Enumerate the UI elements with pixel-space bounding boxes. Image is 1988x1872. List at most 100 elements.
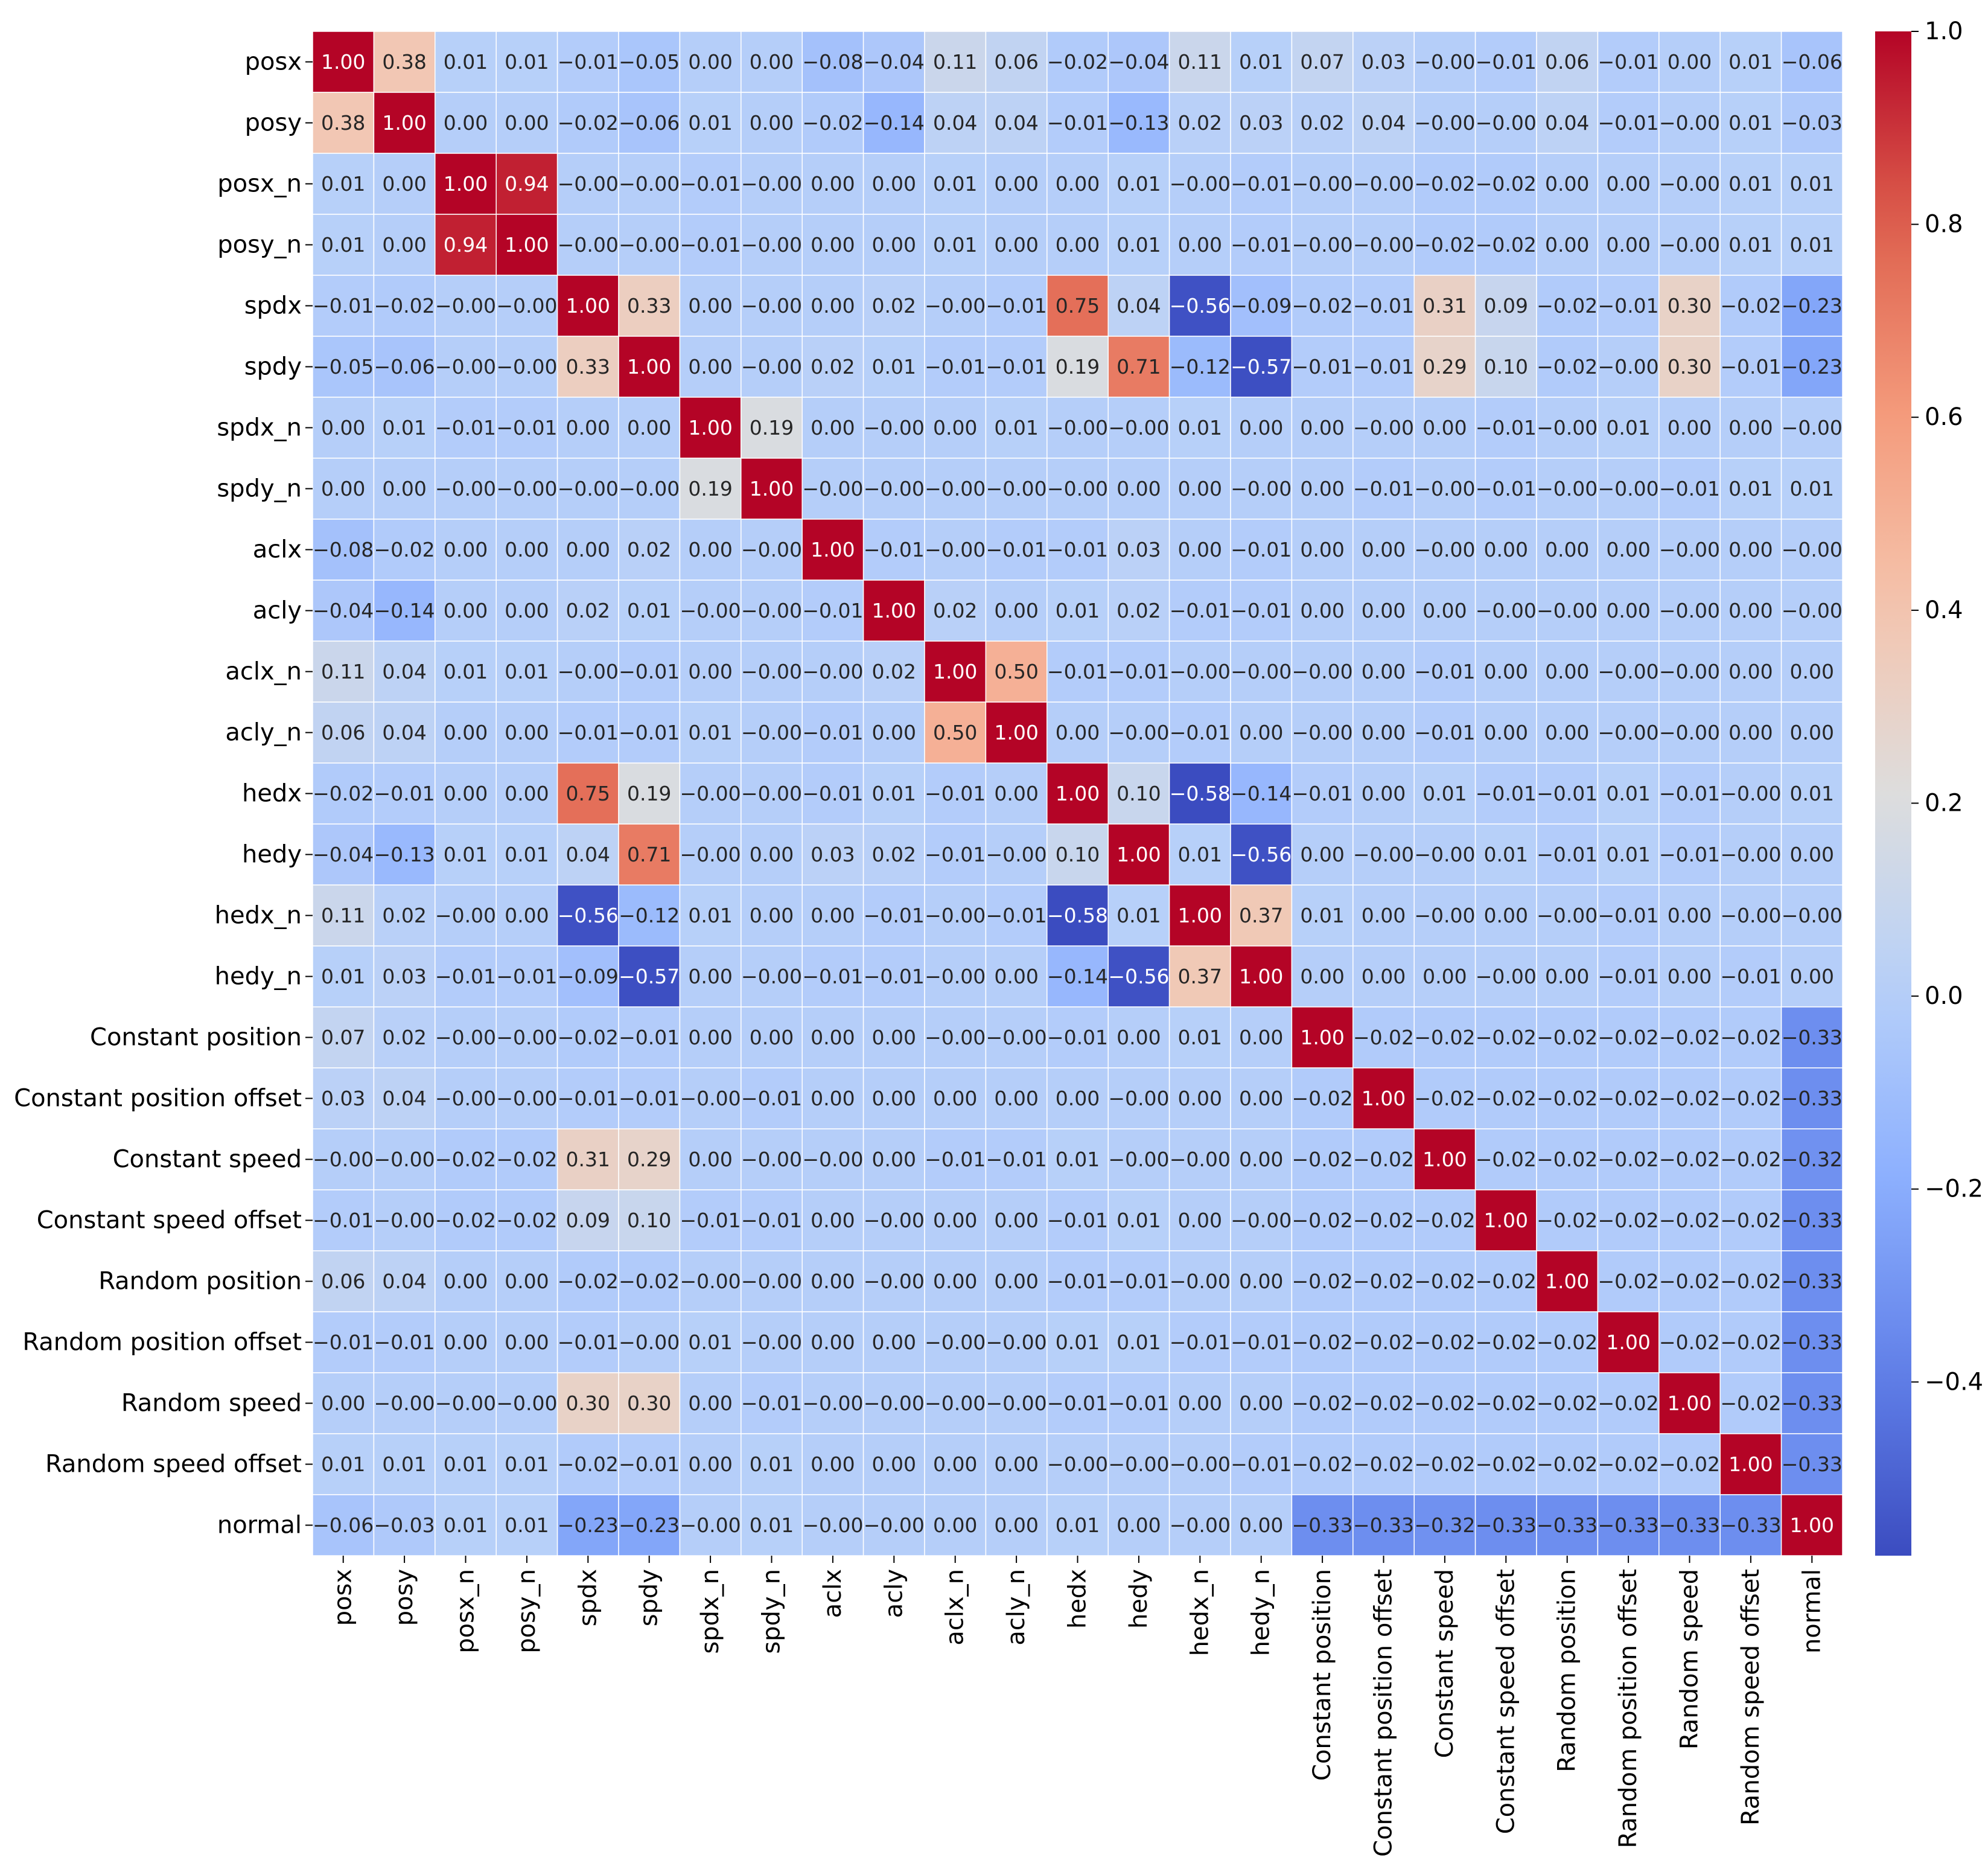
cell-value-label: −0.01 <box>1170 599 1231 622</box>
heatmap-cell <box>1780 1067 1843 1129</box>
cell-value-label: −0.00 <box>1659 172 1720 196</box>
cell-value-label: −0.01 <box>864 538 925 561</box>
heatmap-cell <box>1291 1250 1354 1312</box>
cell-value-label: 0.03 <box>321 1087 365 1110</box>
heatmap-cell <box>435 1250 497 1312</box>
cell-value-label: 0.75 <box>566 782 610 805</box>
cell-value-label: −0.05 <box>313 355 374 379</box>
column-label: Random position <box>1553 1569 1581 1772</box>
heatmap-cell <box>1597 1250 1660 1312</box>
heatmap-cell <box>1352 458 1415 520</box>
cell-value-label: 0.00 <box>1239 721 1283 744</box>
heatmap-cell <box>435 701 497 764</box>
heatmap-cell <box>1536 1250 1599 1312</box>
cell-value-label: −0.00 <box>1170 1148 1231 1171</box>
column-label: Constant position offset <box>1370 1569 1398 1857</box>
cell-value-label: 0.00 <box>505 782 549 805</box>
cell-value-label: 0.00 <box>1668 965 1712 988</box>
heatmap-cell <box>801 1372 864 1434</box>
cell-value-label: 0.00 <box>994 233 1038 257</box>
heatmap-cell <box>1658 1067 1721 1129</box>
cell-value-label: −0.01 <box>986 1148 1047 1171</box>
heatmap-cell <box>1291 762 1354 825</box>
cell-value-label: 0.00 <box>444 111 488 135</box>
cell-value-label: −0.01 <box>1598 904 1659 927</box>
colorbar-tick-label: 0.6 <box>1925 403 1963 431</box>
heatmap-cell <box>679 945 742 1008</box>
heatmap-cell <box>373 1433 436 1495</box>
heatmap-cell <box>556 397 619 459</box>
heatmap-cell <box>1291 1006 1354 1069</box>
heatmap-cell <box>373 1067 436 1129</box>
cell-value-label: −0.01 <box>374 1331 435 1354</box>
cell-value-label: 0.00 <box>872 172 916 196</box>
cell-value-label: −0.00 <box>741 355 802 379</box>
heatmap-cell <box>1107 701 1170 764</box>
cell-value-label: 0.04 <box>382 1270 426 1293</box>
heatmap-cell <box>373 31 436 93</box>
colorbar-tick-label: −0.2 <box>1925 1175 1983 1203</box>
cell-value-label: −0.00 <box>1353 843 1414 866</box>
heatmap-cell <box>1597 458 1660 520</box>
cell-value-label: 1.00 <box>321 50 365 74</box>
cell-value-label: −0.57 <box>1231 355 1292 379</box>
cell-value-label: 0.00 <box>1056 233 1100 257</box>
cell-value-label: −0.01 <box>1292 782 1353 805</box>
heatmap-cell <box>1719 945 1782 1008</box>
cell-value-label: −0.00 <box>1170 172 1231 196</box>
cell-value-label: −0.00 <box>1047 1452 1108 1476</box>
cell-value-label: −0.01 <box>1476 50 1537 74</box>
cell-value-label: −0.01 <box>313 294 374 318</box>
cell-value-label: −0.00 <box>1720 904 1781 927</box>
heatmap-cell <box>741 519 803 581</box>
heatmap-cell <box>435 1311 497 1373</box>
cell-value-label: −0.33 <box>1782 1331 1843 1354</box>
cell-value-label: −0.02 <box>1659 1331 1720 1354</box>
heatmap-cell <box>312 1189 375 1251</box>
cell-value-label: 0.06 <box>1545 50 1589 74</box>
cell-value-label: −0.02 <box>1047 50 1108 74</box>
cell-value-label: 0.02 <box>1178 111 1222 135</box>
heatmap-cell <box>618 458 681 520</box>
cell-value-label: −0.33 <box>1782 1026 1843 1049</box>
heatmap-cell <box>1474 1128 1537 1190</box>
heatmap-cell <box>435 945 497 1008</box>
heatmap-cell <box>1780 519 1843 581</box>
heatmap-cell <box>862 519 925 581</box>
cell-value-label: −0.00 <box>1292 233 1353 257</box>
cell-value-label: 0.01 <box>688 1331 732 1354</box>
cell-value-label: 0.00 <box>1790 660 1834 683</box>
column-label: spdx_n <box>696 1569 724 1654</box>
cell-value-label: 0.00 <box>872 1452 916 1476</box>
heatmap-cell <box>1107 92 1170 154</box>
cell-value-label: −0.33 <box>1476 1513 1537 1537</box>
cell-value-label: 0.09 <box>566 1209 610 1232</box>
heatmap-cell <box>1658 1494 1721 1556</box>
cell-value-label: −0.00 <box>1659 721 1720 744</box>
cell-value-label: 0.01 <box>1728 477 1773 500</box>
cell-value-label: 0.02 <box>872 660 916 683</box>
heatmap-cell <box>1291 336 1354 398</box>
cell-value-label: 0.00 <box>872 1148 916 1171</box>
heatmap-cell <box>1230 701 1293 764</box>
heatmap-cell <box>741 31 803 93</box>
heatmap-cell <box>801 519 864 581</box>
cell-value-label: 0.01 <box>444 843 488 866</box>
heatmap-cell <box>373 458 436 520</box>
heatmap-cell <box>1107 458 1170 520</box>
row-label: Random position offset <box>22 1329 302 1356</box>
heatmap-cell <box>618 823 681 886</box>
colorbar-tick-label: 0.2 <box>1925 790 1963 817</box>
heatmap-cell <box>741 1494 803 1556</box>
heatmap-cell <box>1597 336 1660 398</box>
heatmap-cell <box>1107 336 1170 398</box>
cell-value-label: −0.01 <box>1047 1209 1108 1232</box>
heatmap-cell <box>1413 275 1476 337</box>
cell-value-label: −0.01 <box>1598 294 1659 318</box>
heatmap-cell <box>1597 1006 1660 1069</box>
heatmap-cell <box>1780 1311 1843 1373</box>
cell-value-label: 0.00 <box>1056 721 1100 744</box>
heatmap-cell <box>618 701 681 764</box>
heatmap-cell <box>924 823 987 886</box>
